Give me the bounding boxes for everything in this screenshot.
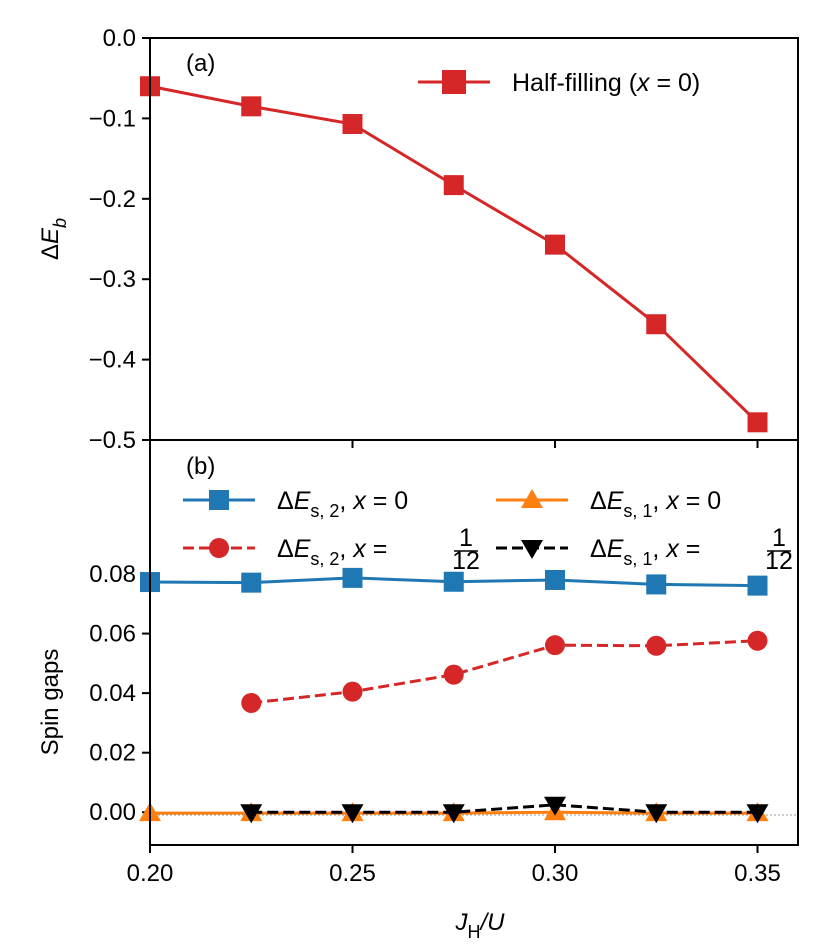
panel-a: 0.0 −0.1 −0.2 −0.3 −0.4 −0.5 (a) ΔEb Half-fil… (37, 25, 799, 454)
panel-b-series-2-line (251, 639, 758, 705)
panel-a-series-0-point (545, 234, 565, 255)
panel-a-series-0-point (747, 412, 768, 433)
panel-a-y-ticks: 0.0 −0.1 −0.2 −0.3 −0.4 −0.5 (89, 25, 150, 454)
panel-b-series-0-point (646, 574, 667, 595)
legend-fraction-numerator: 1 (459, 524, 473, 552)
panel-a-ytick-label: 0.0 (103, 25, 136, 52)
panel-b-series-3-line (251, 803, 758, 814)
panel-a-ytick-label: −0.2 (89, 186, 136, 213)
legend-fraction-denominator: 12 (765, 547, 793, 575)
panel-b-series-2-point (545, 635, 565, 656)
panel-b-series-3-point (442, 804, 465, 824)
panel-a-legend: Half-filling (x = 0) (418, 69, 700, 97)
legend-marker (209, 490, 229, 510)
panel-b-ytick-label: 0.00 (89, 799, 136, 826)
panel-b-series-0-point (747, 575, 768, 596)
legend-fraction-numerator: 1 (772, 524, 786, 552)
legend-entry-1: ΔEs, 1, x = 0 (590, 487, 721, 521)
panel-a-series-0-line (149, 84, 759, 424)
panel-a-ytick-label: −0.4 (89, 347, 136, 374)
legend-marker (209, 538, 229, 558)
panel-a-series-0-point (241, 96, 262, 117)
panel-b-series-2-point (646, 635, 667, 656)
legend-entry-3: ΔEs, 1, x = (590, 535, 700, 569)
panel-b-series-2-point (443, 664, 464, 685)
panel-b: 0.00 0.02 0.04 0.06 0.08 0.20 0.25 0.30 0.35 (b… (37, 439, 799, 942)
panel-a-ytick-label: −0.3 (89, 266, 136, 293)
delta-symbol: Δ (37, 244, 64, 260)
panel-a-series (140, 76, 768, 433)
panel-b-series-0-point (443, 571, 464, 592)
panel-b-series-2-point (747, 630, 768, 651)
panel-b-series-3-point (746, 804, 769, 824)
legend-marker-square-red (442, 70, 466, 94)
energy-subscript: b (50, 218, 70, 228)
panel-a-series-0-point (342, 114, 363, 135)
panel-b-xtick-label: 0.25 (329, 860, 376, 887)
panel-b-series-0-point (241, 572, 262, 593)
panel-a-label: (a) (186, 50, 215, 77)
panel-b-ytick-label: 0.04 (89, 680, 136, 707)
panel-b-series-3-point (544, 796, 566, 816)
panel-a-series-0-point (443, 175, 464, 196)
energy-symbol: E (37, 227, 64, 244)
legend-half-filling: Half-filling (x = 0) (512, 69, 700, 97)
legend-marker (521, 489, 543, 508)
panel-b-series-3-point (341, 804, 364, 824)
panel-b-y-label: Spin gaps (37, 649, 64, 756)
legend-marker (521, 540, 543, 559)
panel-b-y-ticks: 0.00 0.02 0.04 0.06 0.08 (89, 561, 150, 826)
panel-b-series-2-point (342, 681, 363, 702)
legend-fraction-denominator: 12 (452, 547, 480, 575)
panel-b-xtick-label: 0.35 (734, 860, 781, 887)
legend-entry-0: ΔEs, 2, x = 0 (277, 487, 408, 521)
panel-b-series-3-point (240, 804, 263, 824)
panel-b-frame (149, 439, 799, 846)
panel-b-ytick-label: 0.08 (89, 561, 136, 588)
panel-b-xtick-label: 0.30 (532, 860, 579, 887)
panel-b-ytick-label: 0.06 (89, 621, 136, 648)
panel-a-x-ticks (149, 440, 759, 448)
panel-b-x-ticks: 0.20 0.25 0.30 0.35 (127, 845, 781, 887)
panel-b-xtick-label: 0.20 (127, 860, 174, 887)
panel-b-series-0-point (545, 569, 565, 590)
panel-b-label: (b) (186, 453, 215, 480)
panel-b-series (139, 567, 769, 824)
panel-b-ytick-label: 0.02 (89, 740, 136, 767)
legend-entry-2: ΔEs, 2, x = (277, 535, 387, 569)
panel-a-series-0-point (646, 314, 667, 335)
panel-a-ytick-label: −0.1 (89, 105, 136, 132)
panel-b-series-0-point (342, 567, 363, 588)
panel-a-ytick-label: −0.5 (89, 427, 136, 454)
panel-b-series-3-point (645, 804, 668, 824)
panel-b-x-label: JH/U (455, 909, 506, 942)
panel-b-series-2-point (241, 692, 262, 713)
panel-a-y-label: ΔEb (37, 218, 70, 260)
